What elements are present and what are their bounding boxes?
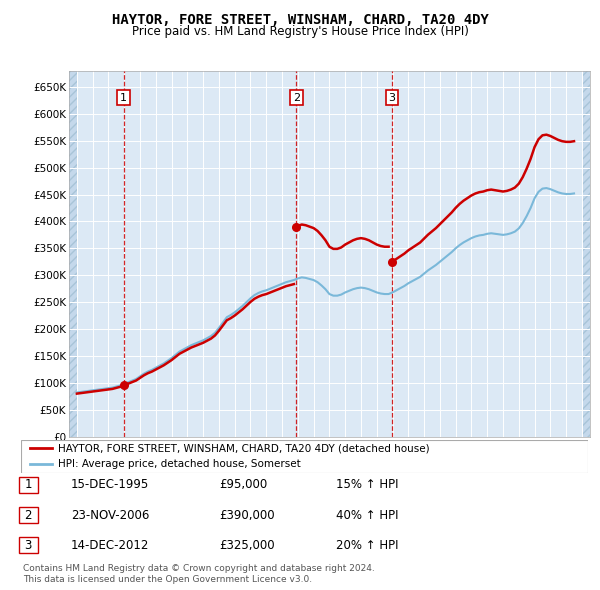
Text: Price paid vs. HM Land Registry's House Price Index (HPI): Price paid vs. HM Land Registry's House … xyxy=(131,25,469,38)
Text: HPI: Average price, detached house, Somerset: HPI: Average price, detached house, Some… xyxy=(58,460,301,470)
Text: £390,000: £390,000 xyxy=(219,509,275,522)
Text: 15% ↑ HPI: 15% ↑ HPI xyxy=(336,478,398,491)
Bar xyxy=(582,71,590,437)
Text: 40% ↑ HPI: 40% ↑ HPI xyxy=(336,509,398,522)
Text: 3: 3 xyxy=(388,93,395,103)
Text: HAYTOR, FORE STREET, WINSHAM, CHARD, TA20 4DY: HAYTOR, FORE STREET, WINSHAM, CHARD, TA2… xyxy=(112,13,488,27)
Text: 2: 2 xyxy=(25,509,32,522)
Text: 20% ↑ HPI: 20% ↑ HPI xyxy=(336,539,398,552)
Text: 2: 2 xyxy=(293,93,300,103)
Text: £325,000: £325,000 xyxy=(219,539,275,552)
Text: 15-DEC-1995: 15-DEC-1995 xyxy=(71,478,149,491)
Text: 14-DEC-2012: 14-DEC-2012 xyxy=(71,539,149,552)
Text: £95,000: £95,000 xyxy=(219,478,267,491)
Text: 3: 3 xyxy=(25,539,32,552)
Text: Contains HM Land Registry data © Crown copyright and database right 2024.: Contains HM Land Registry data © Crown c… xyxy=(23,565,374,573)
FancyBboxPatch shape xyxy=(21,440,588,473)
Text: 23-NOV-2006: 23-NOV-2006 xyxy=(71,509,149,522)
Text: This data is licensed under the Open Government Licence v3.0.: This data is licensed under the Open Gov… xyxy=(23,575,312,584)
Text: HAYTOR, FORE STREET, WINSHAM, CHARD, TA20 4DY (detached house): HAYTOR, FORE STREET, WINSHAM, CHARD, TA2… xyxy=(58,443,430,453)
Bar xyxy=(69,71,77,437)
Text: 1: 1 xyxy=(25,478,32,491)
Text: 1: 1 xyxy=(120,93,127,103)
